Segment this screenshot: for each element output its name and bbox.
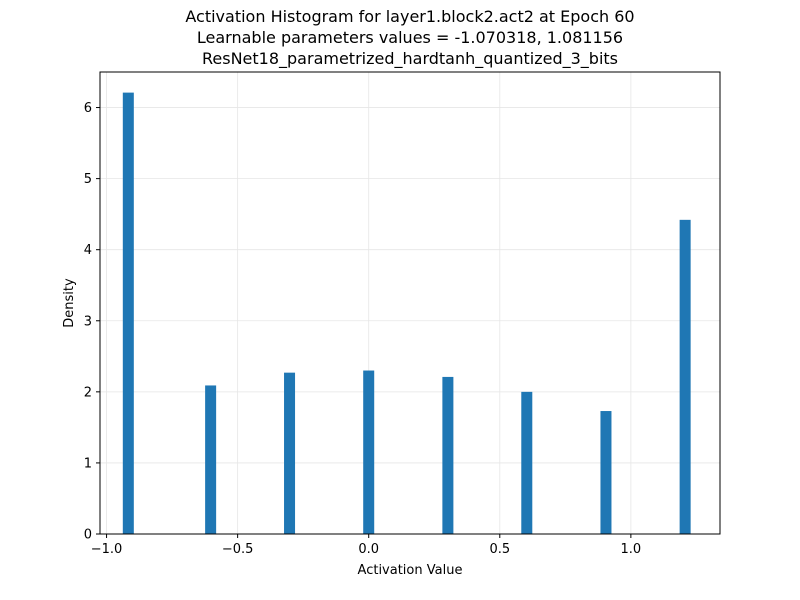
histogram-bar bbox=[122, 92, 134, 534]
chart-title: Activation Histogram for layer1.block2.a… bbox=[0, 6, 800, 69]
bar-layer bbox=[122, 92, 691, 534]
histogram-bar bbox=[205, 385, 217, 534]
x-tick-label: −1.0 bbox=[91, 542, 123, 557]
plot-frame bbox=[99, 71, 721, 535]
histogram-bar bbox=[521, 391, 533, 534]
histogram-bar bbox=[679, 219, 691, 534]
y-tick-label: 1 bbox=[84, 456, 92, 471]
y-axis-label: Density bbox=[62, 278, 77, 328]
title-line-1: Activation Histogram for layer1.block2.a… bbox=[185, 7, 635, 26]
y-tick-label: 6 bbox=[84, 101, 92, 116]
title-line-2: Learnable parameters values = -1.070318,… bbox=[196, 28, 624, 47]
x-axis-label: Activation Value bbox=[358, 563, 463, 578]
title-line-3: ResNet18_parametrized_hardtanh_quantized… bbox=[202, 49, 618, 68]
histogram-bar bbox=[363, 370, 375, 534]
tick-layer: −1.0 −0.5 0.0 0.5 1.0 0 1 2 3 4 5 6 bbox=[84, 101, 641, 557]
x-tick-label: 1.0 bbox=[621, 542, 642, 557]
y-tick-label: 3 bbox=[84, 314, 92, 329]
y-tick-label: 2 bbox=[84, 385, 92, 400]
y-tick-label: 5 bbox=[84, 172, 92, 187]
histogram-bar bbox=[284, 372, 296, 534]
x-tick-label: 0.0 bbox=[358, 542, 379, 557]
histogram-bar bbox=[442, 376, 454, 534]
grid-layer bbox=[100, 72, 720, 535]
x-tick-label: −0.5 bbox=[222, 542, 254, 557]
histogram-bar bbox=[600, 411, 612, 534]
y-tick-label: 4 bbox=[84, 243, 92, 258]
x-tick-label: 0.5 bbox=[489, 542, 510, 557]
y-tick-label: 0 bbox=[84, 528, 92, 543]
